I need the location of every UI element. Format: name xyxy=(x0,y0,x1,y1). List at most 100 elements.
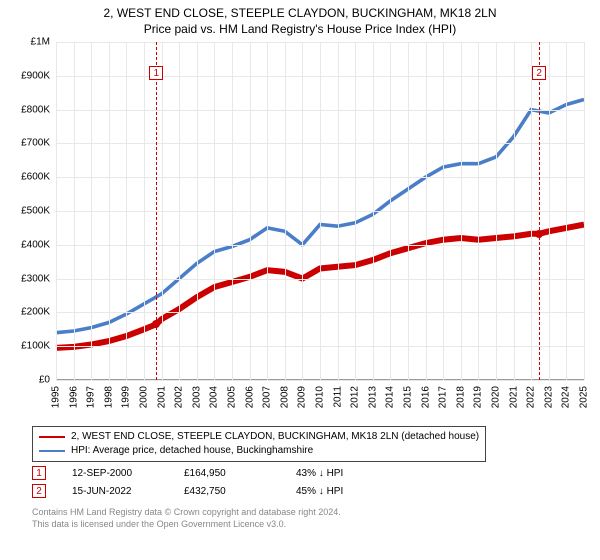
x-tick-label: 2003 xyxy=(191,386,202,408)
x-tick-label: 2022 xyxy=(526,386,537,408)
x-tick-label: 2014 xyxy=(385,386,396,408)
grid-v xyxy=(408,42,409,380)
y-tick-label: £800K xyxy=(21,104,50,115)
grid-v xyxy=(126,42,127,380)
x-axis: 1995199619971998199920002001200220032004… xyxy=(56,382,584,420)
x-tick-label: 2001 xyxy=(156,386,167,408)
x-tick-label: 2025 xyxy=(579,386,590,408)
x-tick-label: 1999 xyxy=(121,386,132,408)
x-tick-label: 1996 xyxy=(68,386,79,408)
y-axis: £0£100K£200K£300K£400K£500K£600K£700K£80… xyxy=(10,42,54,380)
grid-v xyxy=(179,42,180,380)
y-tick-label: £300K xyxy=(21,273,50,284)
plot: 12 xyxy=(56,42,584,380)
footer-price: £164,950 xyxy=(184,468,270,479)
grid-v xyxy=(566,42,567,380)
x-tick-label: 2021 xyxy=(508,386,519,408)
y-tick-label: £600K xyxy=(21,172,50,183)
chart-container: 2, WEST END CLOSE, STEEPLE CLAYDON, BUCK… xyxy=(0,0,600,560)
chart-area: £0 £100K £200K £300K £400K £500K £600K £700K £80… xyxy=(10,42,590,420)
legend-label: HPI: Average price, detached house, Buck… xyxy=(71,444,313,458)
marker-box: 1 xyxy=(149,66,163,80)
grid-v xyxy=(74,42,75,380)
grid-h xyxy=(56,380,584,381)
marker-dashed-line xyxy=(539,42,540,380)
marker-dot xyxy=(535,230,543,238)
credits-line-2: This data is licensed under the Open Gov… xyxy=(32,518,590,530)
grid-v xyxy=(162,42,163,380)
marker-dashed-line xyxy=(156,42,157,380)
grid-v xyxy=(531,42,532,380)
grid-v xyxy=(461,42,462,380)
x-tick-label: 1995 xyxy=(51,386,62,408)
footer-delta: 43% ↓ HPI xyxy=(296,468,382,479)
grid-v xyxy=(56,42,57,380)
y-tick-label: £500K xyxy=(21,206,50,217)
footer-marker-box: 2 xyxy=(32,484,46,498)
x-tick-label: 2020 xyxy=(491,386,502,408)
x-tick-label: 2004 xyxy=(209,386,220,408)
grid-v xyxy=(109,42,110,380)
grid-v xyxy=(355,42,356,380)
x-tick-label: 2002 xyxy=(174,386,185,408)
x-tick-label: 2011 xyxy=(332,386,343,408)
x-tick-label: 2006 xyxy=(244,386,255,408)
title-line-1: 2, WEST END CLOSE, STEEPLE CLAYDON, BUCK… xyxy=(10,6,590,20)
grid-v xyxy=(250,42,251,380)
grid-v xyxy=(232,42,233,380)
grid-v xyxy=(514,42,515,380)
x-tick-label: 2013 xyxy=(367,386,378,408)
footer-price: £432,750 xyxy=(184,486,270,497)
y-tick-label: £400K xyxy=(21,239,50,250)
grid-v xyxy=(373,42,374,380)
x-tick-label: 1997 xyxy=(86,386,97,408)
y-tick-label: £1M xyxy=(31,37,50,48)
x-tick-label: 2008 xyxy=(279,386,290,408)
credits-line-1: Contains HM Land Registry data © Crown c… xyxy=(32,506,590,518)
legend: 2, WEST END CLOSE, STEEPLE CLAYDON, BUCK… xyxy=(32,426,486,462)
y-tick-label: £100K xyxy=(21,341,50,352)
marker-dot xyxy=(152,320,160,328)
grid-v xyxy=(320,42,321,380)
grid-v xyxy=(267,42,268,380)
x-tick-label: 2007 xyxy=(262,386,273,408)
x-tick-label: 2016 xyxy=(420,386,431,408)
legend-item: 2, WEST END CLOSE, STEEPLE CLAYDON, BUCK… xyxy=(39,430,479,444)
x-tick-label: 2024 xyxy=(561,386,572,408)
grid-v xyxy=(285,42,286,380)
grid-v xyxy=(426,42,427,380)
legend-label: 2, WEST END CLOSE, STEEPLE CLAYDON, BUCK… xyxy=(71,430,479,444)
grid-v xyxy=(144,42,145,380)
x-tick-label: 2000 xyxy=(139,386,150,408)
y-tick-label: £900K xyxy=(21,70,50,81)
x-tick-label: 2015 xyxy=(403,386,414,408)
grid-v xyxy=(584,42,585,380)
footer-date: 12-SEP-2000 xyxy=(72,468,158,479)
title-line-2: Price paid vs. HM Land Registry's House … xyxy=(10,22,590,36)
grid-v xyxy=(91,42,92,380)
x-tick-label: 2010 xyxy=(315,386,326,408)
legend-item: HPI: Average price, detached house, Buck… xyxy=(39,444,479,458)
grid-v xyxy=(390,42,391,380)
x-tick-label: 2005 xyxy=(227,386,238,408)
grid-v xyxy=(549,42,550,380)
x-tick-label: 1998 xyxy=(103,386,114,408)
marker-box: 2 xyxy=(532,66,546,80)
footer-row: 112-SEP-2000£164,95043% ↓ HPI xyxy=(32,466,590,480)
y-tick-label: £0 xyxy=(39,375,50,386)
footer-delta: 45% ↓ HPI xyxy=(296,486,382,497)
x-tick-label: 2017 xyxy=(438,386,449,408)
grid-v xyxy=(338,42,339,380)
y-tick-label: £700K xyxy=(21,138,50,149)
legend-swatch xyxy=(39,450,65,451)
grid-v xyxy=(443,42,444,380)
footer-table: 112-SEP-2000£164,95043% ↓ HPI215-JUN-202… xyxy=(32,466,590,502)
grid-v xyxy=(478,42,479,380)
grid-v xyxy=(302,42,303,380)
credits: Contains HM Land Registry data © Crown c… xyxy=(32,506,590,530)
x-tick-label: 2009 xyxy=(297,386,308,408)
x-tick-label: 2019 xyxy=(473,386,484,408)
footer-row: 215-JUN-2022£432,75045% ↓ HPI xyxy=(32,484,590,498)
y-tick-label: £200K xyxy=(21,307,50,318)
x-tick-label: 2018 xyxy=(455,386,466,408)
